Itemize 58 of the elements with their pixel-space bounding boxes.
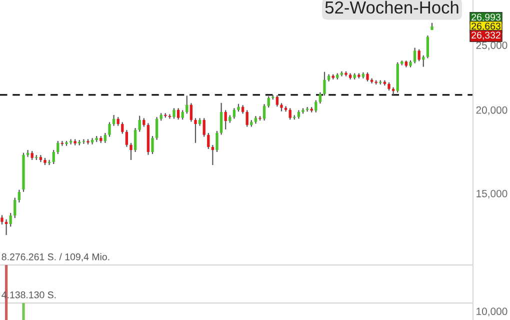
candlestick <box>52 149 55 165</box>
candlestick <box>216 130 218 153</box>
candlestick <box>130 142 132 161</box>
candlestick <box>48 159 51 166</box>
candlestick <box>186 95 188 114</box>
candlestick <box>224 110 227 130</box>
candlestick <box>151 135 154 155</box>
y-tick-label: 20,000 <box>476 106 508 115</box>
candlestick <box>220 102 223 136</box>
candlestick <box>190 102 193 122</box>
candlestick <box>413 47 416 64</box>
candlestick <box>155 116 158 140</box>
ref-line-label: 8.276.261 S. / 109,4 Mio. <box>2 253 110 262</box>
candlestick <box>194 118 197 144</box>
candlestick <box>426 34 430 59</box>
candlestick <box>104 132 107 144</box>
y-tick-label: 15,000 <box>476 190 508 199</box>
candlestick <box>82 138 86 144</box>
candlestick <box>232 108 236 120</box>
candlestick <box>134 127 137 153</box>
text: 26,993 <box>472 14 500 22</box>
candlestick <box>288 108 292 120</box>
candlestick <box>207 132 210 150</box>
candlestick <box>69 138 72 145</box>
y-tick-label: 25,000 <box>476 42 508 50</box>
candlestick <box>181 110 184 120</box>
candlestick <box>121 122 124 134</box>
candlestick <box>276 94 279 108</box>
y-tick-label: 10,000 <box>476 308 508 316</box>
candlestick <box>202 118 206 138</box>
candlestick <box>262 104 266 122</box>
candlestick <box>30 150 34 161</box>
candlestick <box>0 214 4 225</box>
candlestick <box>267 96 270 108</box>
candlestick <box>14 197 16 219</box>
candlestick <box>366 72 369 82</box>
candlestick <box>112 114 116 126</box>
candlestick <box>246 110 248 128</box>
candlestick <box>168 114 172 120</box>
candlestick <box>176 108 180 120</box>
candlestick <box>108 122 111 138</box>
candlestick <box>138 115 141 132</box>
candlestick <box>211 144 214 166</box>
text: 26,663 <box>472 22 500 31</box>
candlestick <box>314 100 318 113</box>
candlestick <box>60 140 64 146</box>
chart-title: 52-Wochen-Hoch <box>325 0 458 14</box>
candlestick <box>18 189 21 204</box>
candlestick <box>392 86 395 96</box>
candlestick <box>318 92 322 104</box>
candlestick <box>418 48 420 62</box>
candlestick <box>9 212 12 228</box>
candlestick <box>125 129 128 148</box>
candlestick <box>26 149 30 158</box>
text: 26,332 <box>472 32 500 40</box>
candlestick <box>56 140 60 155</box>
candlestick <box>172 108 176 120</box>
candlestick <box>323 71 326 96</box>
